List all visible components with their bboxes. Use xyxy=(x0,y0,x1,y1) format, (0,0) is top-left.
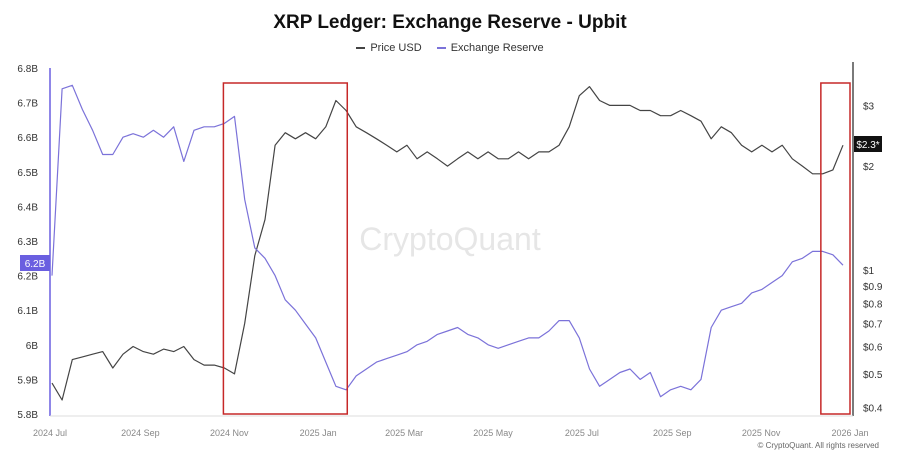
y-left-tick-label: 6B xyxy=(26,341,39,352)
x-tick-label: 2025 Mar xyxy=(385,428,423,438)
legend-item-price[interactable]: Price USD xyxy=(356,42,422,54)
y-left-tick-label: 6.7B xyxy=(17,99,38,110)
legend-label-price: Price USD xyxy=(370,42,422,54)
legend-swatch-price xyxy=(356,47,366,49)
y-left-tick-label: 6.6B xyxy=(17,133,38,144)
x-tick-label: 2025 May xyxy=(473,428,513,438)
x-tick-label: 2025 Jan xyxy=(300,428,337,438)
y-right-tick-label: $0.6 xyxy=(863,343,883,354)
legend-item-reserve[interactable]: Exchange Reserve xyxy=(436,42,544,54)
chart-title: XRP Ledger: Exchange Reserve - Upbit xyxy=(273,12,627,33)
y-left-tick-label: 5.9B xyxy=(17,375,38,386)
x-tick-label: 2025 Jul xyxy=(565,428,599,438)
legend: Price USD Exchange Reserve xyxy=(0,40,900,54)
highlight-box-1 xyxy=(222,82,349,415)
y-right-tick-label: $0.9 xyxy=(863,282,883,293)
x-tick-label: 2025 Sep xyxy=(653,428,692,438)
y-right-tick-label: $0.7 xyxy=(863,319,883,330)
y-right-tick-label: $0.4 xyxy=(863,403,883,414)
series-line-exchange-reserve xyxy=(51,84,844,398)
y-left-tick-label: 6.2B xyxy=(17,272,38,283)
y-right-tick-label: $3 xyxy=(863,101,875,112)
current-reserve-label: 6.2B xyxy=(25,259,46,270)
y-right-tick-label: $0.5 xyxy=(863,370,883,381)
y-right-tick-label: $0.8 xyxy=(863,299,883,310)
series-line-price-usd xyxy=(51,85,844,401)
x-tick-label: 2025 Nov xyxy=(742,428,781,438)
current-price-badge xyxy=(854,136,882,152)
x-tick-label: 2024 Sep xyxy=(121,428,160,438)
x-tick-label: 2024 Jul xyxy=(33,428,67,438)
y-left-tick-label: 5.8B xyxy=(17,410,38,421)
current-reserve-badge xyxy=(20,255,50,271)
y-left-tick-label: 6.3B xyxy=(17,237,38,248)
copyright: © CryptoQuant. All rights reserved xyxy=(757,441,880,450)
watermark: CryptoQuant xyxy=(359,221,541,257)
y-left-tick-label: 6.4B xyxy=(17,202,38,213)
current-price-label: $2.3* xyxy=(856,140,879,151)
x-tick-label: 2026 Jan xyxy=(831,428,868,438)
y-right-tick-label: $1 xyxy=(863,266,875,277)
y-left-tick-label: 6.1B xyxy=(17,306,38,317)
y-right-tick-label: $2 xyxy=(863,162,875,173)
legend-label-reserve: Exchange Reserve xyxy=(450,42,544,54)
x-tick-label: 2024 Nov xyxy=(210,428,249,438)
highlight-box-2 xyxy=(820,82,851,415)
y-left-tick-label: 6.5B xyxy=(17,168,38,179)
legend-swatch-reserve xyxy=(436,47,446,49)
y-left-tick-label: 6.8B xyxy=(17,64,38,75)
